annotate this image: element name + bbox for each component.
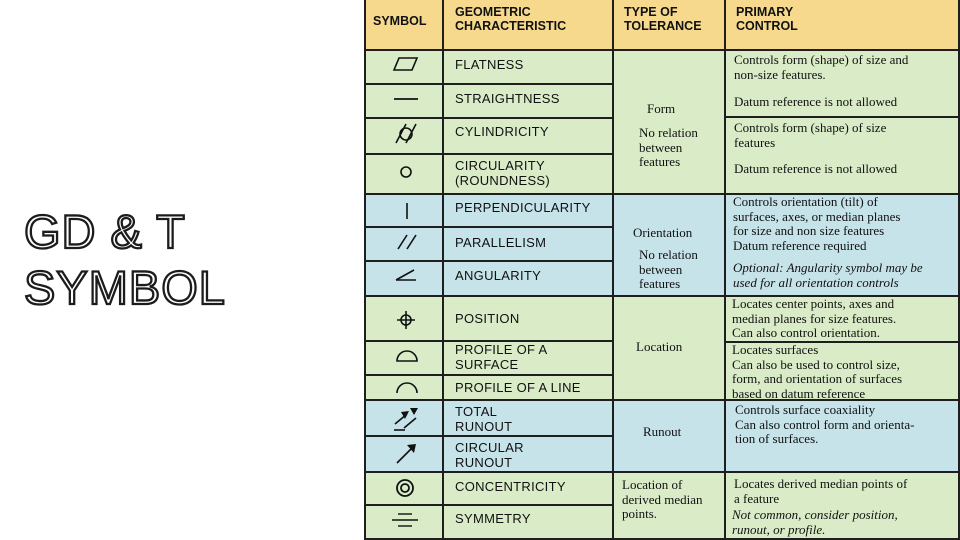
- control-text-italic: Not common, consider position, runout, o…: [732, 507, 898, 537]
- characteristic-label: SYMMETRY: [455, 511, 531, 526]
- control-text: Controls surface coaxiality Can also con…: [735, 402, 915, 446]
- divider: [724, 341, 960, 343]
- tolerance-runout: Runout: [614, 400, 724, 472]
- control-profile: Locates surfaces Can also be used to con…: [726, 342, 960, 400]
- divider: [366, 226, 612, 228]
- divider: [612, 0, 614, 540]
- control-text: Controls orientation (tilt) of surfaces,…: [733, 194, 901, 253]
- control-cylindricity-circularity: Controls form (shape) of size features D…: [726, 118, 960, 194]
- profile-surface-icon: [396, 350, 418, 362]
- divider: [366, 193, 960, 195]
- slide-title-line-2: SYMBOL: [23, 260, 226, 315]
- characteristic-label: POSITION: [455, 311, 520, 326]
- characteristic-label: CIRCULARITY (ROUNDNESS): [455, 158, 551, 188]
- characteristic-cells-orientation: [444, 194, 612, 296]
- control-text: Controls form (shape) of size and non-si…: [734, 52, 909, 82]
- divider: [724, 116, 960, 118]
- concentricity-icon: [396, 479, 414, 497]
- header-control: PRIMARY CONTROL: [726, 0, 960, 50]
- control-flatness-straightness: Controls form (shape) of size and non-si…: [726, 50, 960, 116]
- control-text: Datum reference is not allowed: [734, 161, 898, 176]
- characteristic-cells-form: [444, 50, 612, 194]
- characteristic-label: PROFILE OF A SURFACE: [455, 342, 548, 372]
- angularity-icon: [395, 269, 416, 281]
- gdt-symbol-table: SYMBOL GEOMETRIC CHARACTERISTIC TYPE OF …: [364, 0, 960, 540]
- characteristic-label: TOTAL RUNOUT: [455, 404, 513, 434]
- control-derived: Locates derived median points of a featu…: [726, 472, 960, 540]
- perpendicularity-icon: [406, 203, 408, 219]
- divider: [366, 83, 612, 85]
- parallelism-icon: [397, 234, 417, 250]
- slide-title-line-1: GD & T: [23, 204, 186, 259]
- divider: [366, 471, 960, 473]
- characteristic-label: STRAIGHTNESS: [455, 91, 560, 106]
- tolerance-orientation-type: Orientation: [633, 225, 693, 240]
- control-text: Locates derived median points of a featu…: [734, 476, 908, 506]
- circular-runout-icon: [396, 444, 416, 464]
- tolerance-derived-type: Location of derived median points.: [622, 477, 703, 521]
- header-characteristic: GEOMETRIC CHARACTERISTIC: [444, 0, 612, 50]
- header-symbol: SYMBOL: [366, 0, 442, 50]
- divider: [366, 153, 612, 155]
- divider: [366, 504, 612, 506]
- control-text: Datum reference is not allowed: [734, 94, 898, 109]
- characteristic-label: CYLINDRICITY: [455, 124, 549, 139]
- slide-title: GD & T SYMBOL: [23, 204, 226, 316]
- characteristic-label: PARALLELISM: [455, 235, 547, 250]
- control-text-italic: Optional: Angularity symbol may be used …: [733, 260, 923, 290]
- header-tolerance-label: TYPE OF TOLERANCE: [624, 5, 702, 33]
- tolerance-orientation: Orientation No relation between features: [614, 194, 724, 296]
- tolerance-form-type: Form: [647, 101, 676, 116]
- tolerance-location: Location: [614, 296, 724, 400]
- total-runout-icon: [394, 408, 418, 431]
- circularity-icon: [400, 166, 412, 178]
- control-position: Locates center points, axes and median p…: [726, 296, 960, 342]
- tolerance-form-note: No relation between features: [639, 125, 698, 169]
- characteristic-label: CONCENTRICITY: [455, 479, 566, 494]
- cylindricity-icon: [395, 123, 417, 144]
- header-symbol-label: SYMBOL: [373, 14, 427, 28]
- divider: [366, 374, 612, 376]
- symbol-cells-orientation: [366, 194, 442, 296]
- divider: [366, 435, 612, 437]
- header-characteristic-label: GEOMETRIC CHARACTERISTIC: [455, 5, 567, 33]
- divider: [366, 295, 960, 297]
- header-control-label: PRIMARY CONTROL: [736, 5, 798, 33]
- profile-line-icon: [396, 382, 418, 394]
- control-text: Locates center points, axes and median p…: [732, 296, 897, 340]
- tolerance-orientation-note: No relation between features: [639, 247, 698, 291]
- control-orientation: Controls orientation (tilt) of surfaces,…: [726, 194, 960, 296]
- characteristic-cells-location: [444, 296, 612, 400]
- symmetry-icon: [392, 513, 418, 527]
- tolerance-location-type: Location: [636, 339, 683, 354]
- control-text: Controls form (shape) of size features: [734, 120, 887, 150]
- divider: [366, 340, 612, 342]
- divider: [958, 0, 960, 540]
- divider: [724, 0, 726, 540]
- position-icon: [397, 311, 415, 329]
- flatness-icon: [392, 57, 419, 71]
- tolerance-derived: Location of derived median points.: [614, 472, 724, 540]
- divider: [442, 0, 444, 540]
- header-tolerance: TYPE OF TOLERANCE: [614, 0, 724, 50]
- tolerance-runout-type: Runout: [643, 424, 682, 439]
- control-runout: Controls surface coaxiality Can also con…: [726, 400, 960, 472]
- characteristic-label: FLATNESS: [455, 57, 524, 72]
- divider: [366, 538, 960, 540]
- symbol-cells-form: [366, 50, 442, 194]
- straightness-icon: [394, 98, 418, 100]
- divider: [366, 49, 960, 51]
- characteristic-label: CIRCULAR RUNOUT: [455, 440, 524, 470]
- divider: [366, 399, 960, 401]
- divider: [366, 260, 612, 262]
- characteristic-label: PERPENDICULARITY: [455, 200, 591, 215]
- tolerance-form: Form No relation between features: [614, 50, 724, 194]
- characteristic-label: PROFILE OF A LINE: [455, 380, 581, 395]
- characteristic-cells-derived: [444, 472, 612, 540]
- control-text: Locates surfaces Can also be used to con…: [732, 342, 903, 400]
- characteristic-label: ANGULARITY: [455, 268, 542, 283]
- divider: [366, 117, 612, 119]
